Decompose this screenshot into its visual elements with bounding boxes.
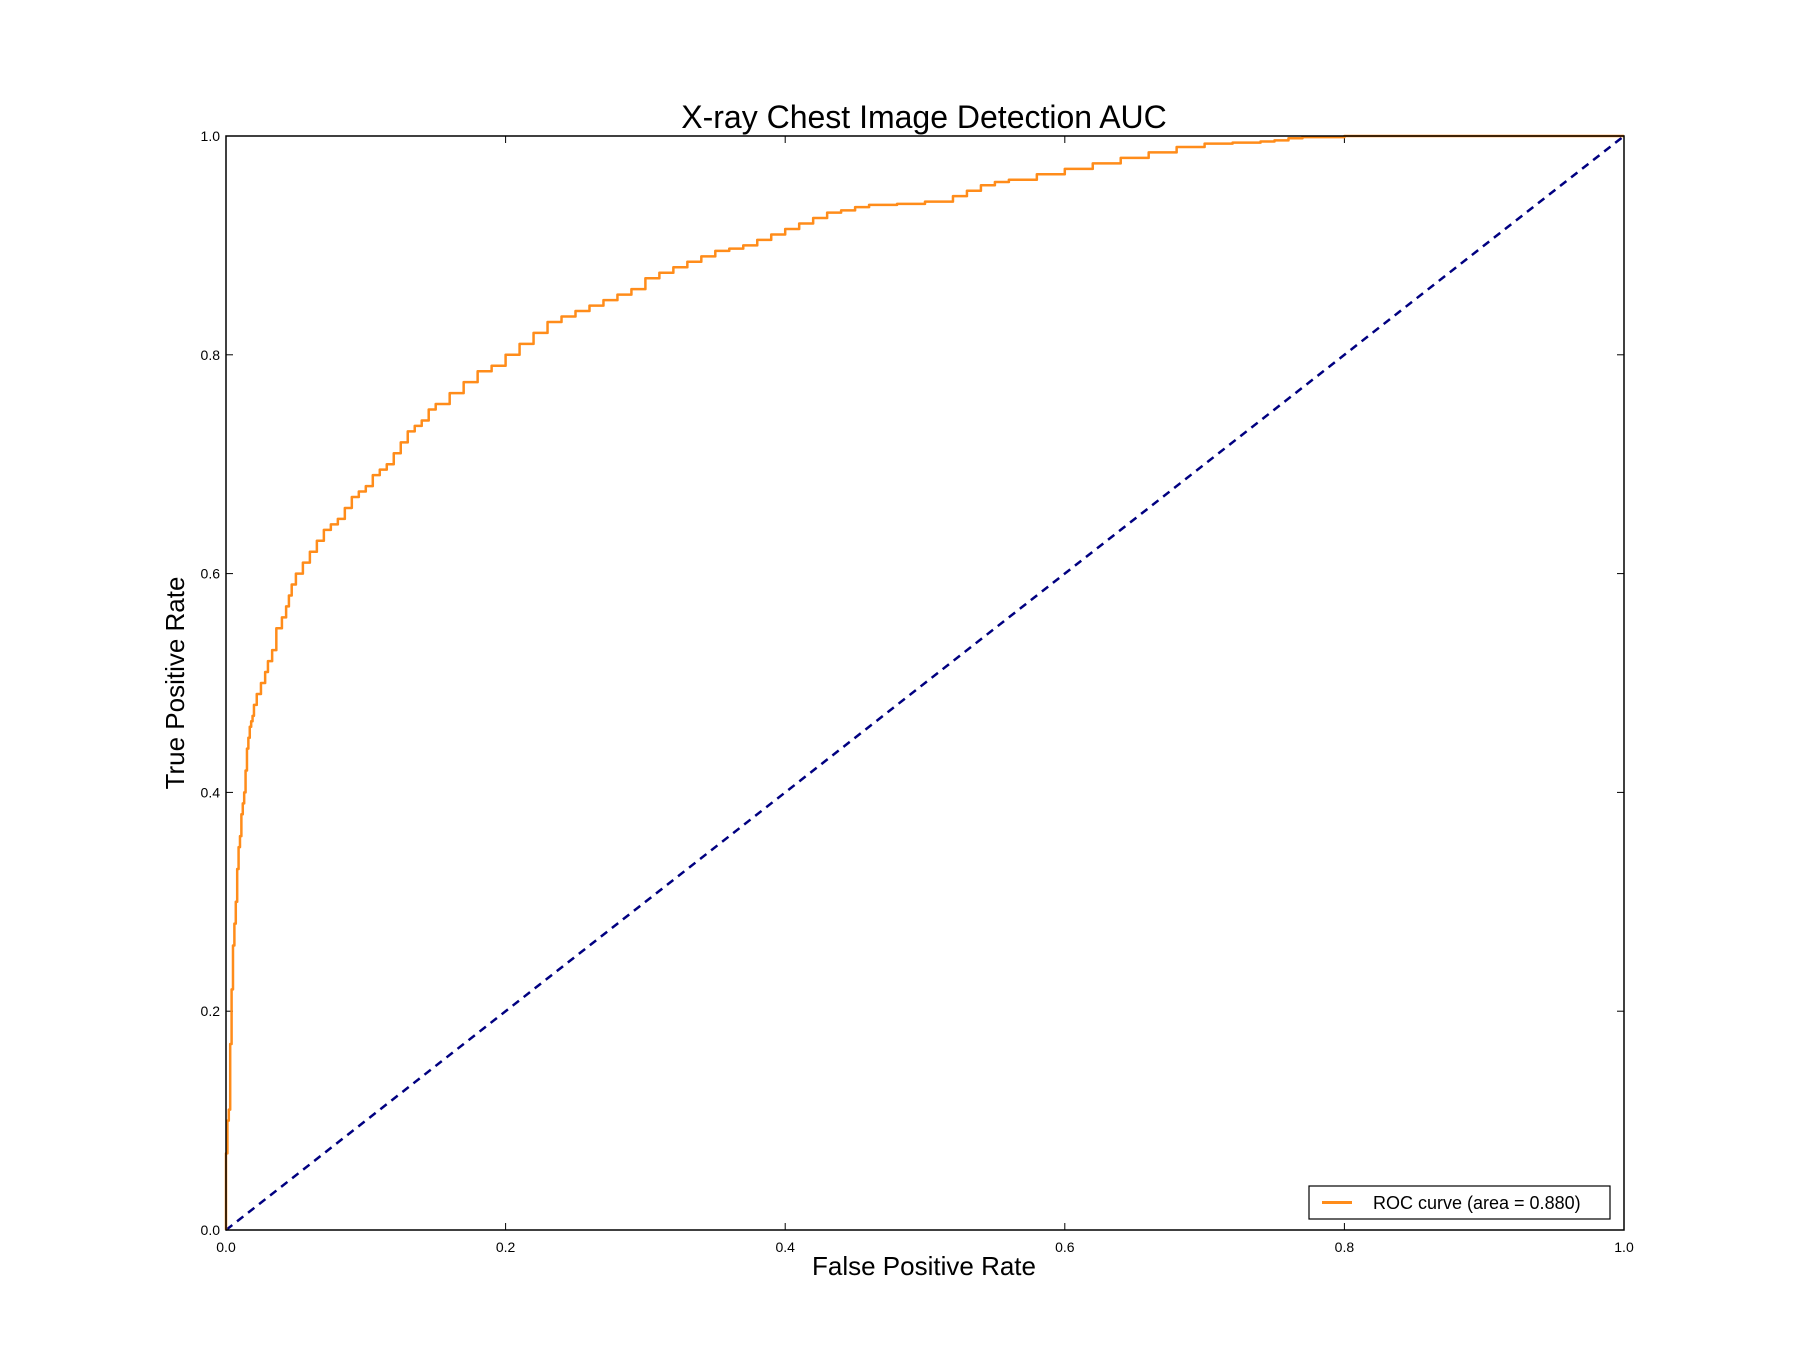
x-tick-label: 0.2 — [496, 1239, 516, 1255]
legend-label: ROC curve (area = 0.880) — [1373, 1193, 1581, 1213]
chart-title: X-ray Chest Image Detection AUC — [681, 99, 1167, 135]
y-tick-label: 0.8 — [201, 347, 221, 363]
legend: ROC curve (area = 0.880) — [1308, 1185, 1611, 1220]
plot-series — [224, 134, 1625, 1231]
chance-diagonal-line — [225, 135, 1625, 1231]
x-tick-label: 0.4 — [775, 1239, 795, 1255]
y-tick-label: 0.0 — [201, 1222, 221, 1238]
x-tick-label: 0.8 — [1335, 1239, 1355, 1255]
x-tick-label: 1.0 — [1614, 1239, 1634, 1255]
y-tick-label: 1.0 — [201, 128, 221, 144]
plot-frame — [225, 135, 1625, 1231]
y-tick-label: 0.2 — [201, 1003, 221, 1019]
y-tick-label: 0.4 — [201, 784, 221, 800]
roc-curve-line — [224, 134, 1624, 1230]
x-axis-title: False Positive Rate — [812, 1251, 1036, 1281]
y-tick-label: 0.6 — [201, 566, 221, 582]
x-tick-label: 0.0 — [216, 1239, 236, 1255]
x-tick-label: 0.6 — [1055, 1239, 1075, 1255]
y-axis-title: True Positive Rate — [160, 577, 190, 790]
legend-box — [1308, 1185, 1611, 1220]
